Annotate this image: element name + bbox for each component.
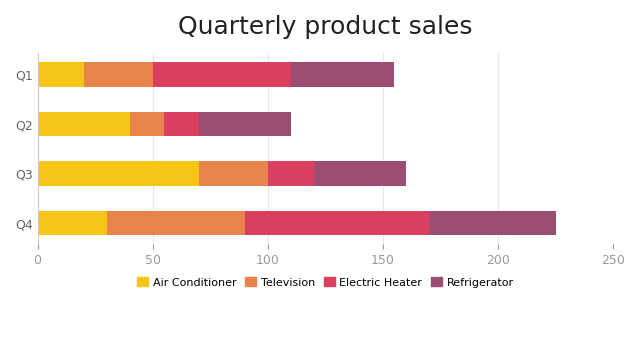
Bar xyxy=(244,211,429,235)
Bar xyxy=(130,112,164,136)
Bar xyxy=(291,62,394,87)
Bar xyxy=(107,211,244,235)
Bar xyxy=(38,211,107,235)
Bar xyxy=(164,112,199,136)
Bar xyxy=(268,161,314,186)
Bar xyxy=(199,112,291,136)
Bar xyxy=(84,62,153,87)
Bar xyxy=(199,161,268,186)
Bar xyxy=(429,211,556,235)
Title: Quarterly product sales: Quarterly product sales xyxy=(178,15,472,39)
Bar xyxy=(38,112,130,136)
Bar xyxy=(314,161,406,186)
Bar xyxy=(153,62,291,87)
Bar xyxy=(38,161,199,186)
Legend: Air Conditioner, Television, Electric Heater, Refrigerator: Air Conditioner, Television, Electric He… xyxy=(132,273,518,292)
Bar xyxy=(38,62,84,87)
